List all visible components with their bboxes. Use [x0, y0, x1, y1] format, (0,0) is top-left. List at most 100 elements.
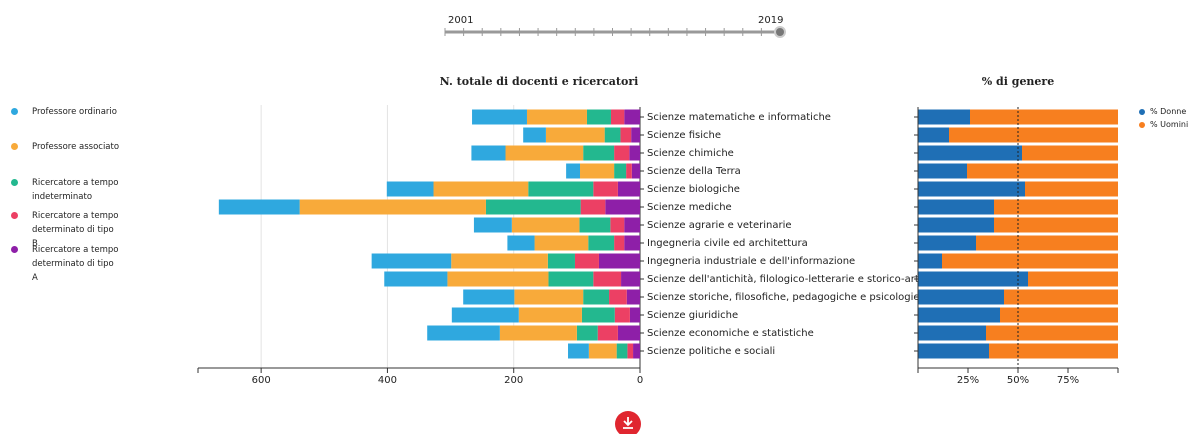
bar-segment: [518, 307, 582, 323]
bar-segment: [580, 163, 615, 179]
bar-segment: [614, 235, 625, 251]
bar-segment: [384, 271, 448, 287]
bar-segment: [1004, 289, 1118, 305]
bar-segment: [507, 235, 535, 251]
category-label: Scienze politiche e sociali: [647, 346, 775, 357]
legend-item: Ricercatore a tempo determinato di tipo …: [11, 243, 122, 285]
legend-label: Ricercatore a tempo indeterminato: [32, 178, 119, 202]
bar-segment: [620, 127, 632, 143]
bar-segment: [583, 289, 610, 305]
bar-segment: [299, 199, 486, 215]
bar-segment: [617, 181, 640, 197]
bar-segment: [967, 163, 1118, 179]
bar-segment: [631, 163, 640, 179]
slider-start: 2001: [448, 15, 473, 26]
bar-segment: [574, 253, 599, 269]
legend-item: % Donne: [1139, 107, 1187, 116]
bar-segment: [1022, 145, 1118, 161]
bar-segment: [918, 163, 967, 179]
legend-swatch: [11, 108, 18, 115]
category-label: Scienze matematiche e informatiche: [647, 112, 831, 123]
legend-label: Professore associato: [32, 142, 120, 152]
bar-segment: [976, 235, 1118, 251]
bar-segment: [581, 307, 615, 323]
bar-segment: [609, 289, 627, 305]
bar-segment: [942, 253, 1118, 269]
bar-segment: [918, 235, 976, 251]
legend-swatch: [11, 212, 18, 219]
category-label: Ingegneria industriale e dell'informazio…: [647, 256, 855, 267]
bar-segment: [547, 253, 575, 269]
bar-segment: [566, 163, 581, 179]
bar-segment: [588, 343, 617, 359]
bar-segment: [463, 289, 515, 305]
bar-segment: [633, 343, 640, 359]
category-label: Scienze storiche, filosofiche, pedagogic…: [647, 292, 931, 303]
bar-segment: [472, 109, 527, 125]
bar-segment: [386, 181, 434, 197]
slider-knob[interactable]: [774, 26, 786, 38]
bar-segment: [511, 217, 580, 233]
bar-segment: [583, 145, 615, 161]
x-tick-label: 25%: [957, 375, 979, 386]
bar-segment: [471, 145, 506, 161]
bar-segment: [621, 271, 640, 287]
bar-segment: [576, 325, 598, 341]
bar-segment: [580, 199, 606, 215]
bar-segment: [626, 289, 640, 305]
bar-segment: [918, 253, 942, 269]
legend-swatch: [1139, 122, 1145, 128]
bar-segment: [970, 109, 1118, 125]
bar-segment: [918, 307, 1000, 323]
bar-segment: [523, 127, 546, 143]
chart-title: % di genere: [982, 75, 1054, 88]
bar-segment: [918, 109, 970, 125]
bar-segment: [1025, 181, 1118, 197]
bar-segment: [605, 199, 640, 215]
bar-segment: [1028, 271, 1118, 287]
bar-segment: [918, 289, 1004, 305]
bar-segment: [593, 181, 618, 197]
bar-segment: [918, 217, 994, 233]
category-label: Scienze economiche e statistiche: [647, 328, 814, 339]
bar-segment: [548, 271, 594, 287]
bar-segment: [918, 325, 986, 341]
x-tick-label: 400: [378, 375, 397, 386]
legend-item: % Uomini: [1139, 120, 1188, 129]
bar-segment: [579, 217, 611, 233]
bar-segment: [447, 271, 549, 287]
bar-segment: [528, 181, 594, 197]
category-label: Scienze della Terra: [647, 166, 741, 177]
bar-segment: [949, 127, 1118, 143]
legend-label: Ricercatore a tempo determinato di tipo …: [32, 211, 119, 249]
bar-segment: [545, 127, 605, 143]
bar-segment: [610, 109, 625, 125]
bar-segment: [604, 127, 621, 143]
bar-segment: [526, 109, 587, 125]
bar-segment: [588, 235, 615, 251]
legend-label: % Donne: [1150, 107, 1187, 116]
bar-segment: [629, 145, 640, 161]
bar-segment: [616, 343, 628, 359]
bar-segment: [624, 235, 640, 251]
bar-segment: [514, 289, 584, 305]
legend-swatch: [11, 246, 18, 253]
bar-segment: [624, 217, 640, 233]
legend-label: Ricercatore a tempo determinato di tipo …: [32, 245, 119, 283]
legend-swatch: [11, 143, 18, 150]
bar-segment: [989, 343, 1118, 359]
bar-segment: [614, 145, 630, 161]
x-tick-label: 600: [252, 375, 271, 386]
bar-segment: [918, 145, 1022, 161]
chart-title: N. totale di docenti e ricercatori: [440, 75, 639, 88]
bar-segment: [218, 199, 300, 215]
legend-item: Ricercatore a tempo determinato di tipo …: [11, 209, 122, 251]
legend-swatch: [1139, 109, 1145, 115]
bar-segment: [918, 199, 994, 215]
download-icon: [623, 417, 633, 429]
bar-segment: [534, 235, 589, 251]
bar-segment: [433, 181, 529, 197]
x-tick-label: 200: [504, 375, 523, 386]
legend-label: Professore ordinario: [32, 107, 117, 117]
category-label: Scienze agrarie e veterinarie: [647, 220, 792, 231]
